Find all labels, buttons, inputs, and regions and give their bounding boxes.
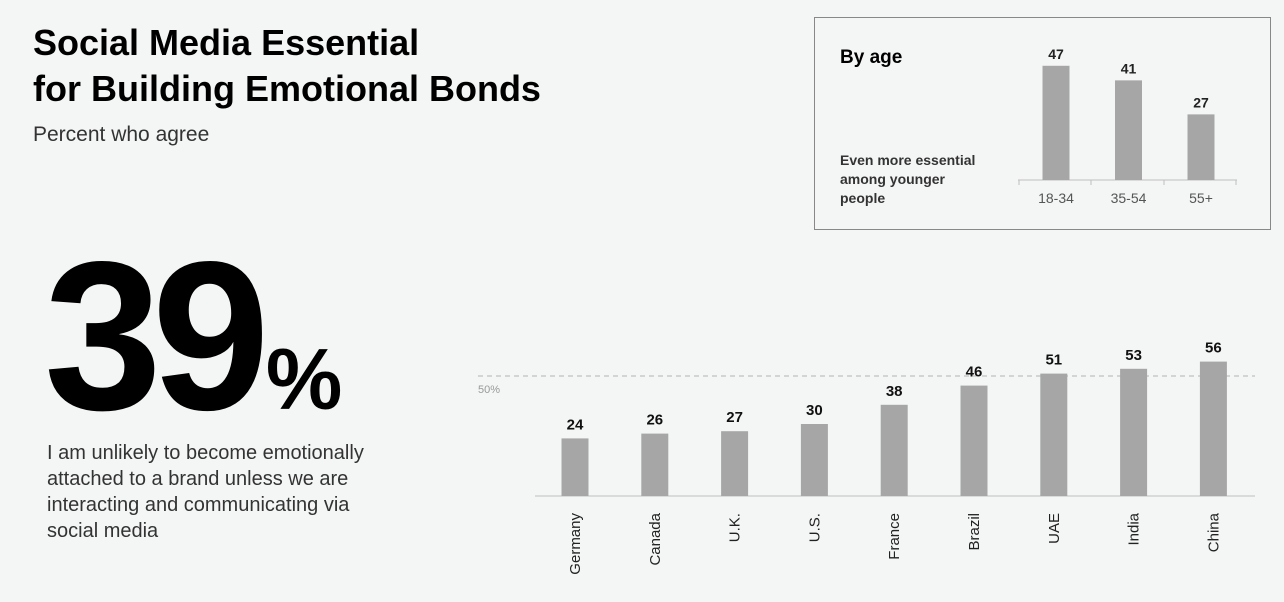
country-category-label: U.S. — [806, 513, 823, 542]
page-title: Social Media Essential for Building Emot… — [33, 20, 541, 112]
age-bar-value-label: 47 — [1048, 46, 1064, 62]
country-category-label: China — [1205, 512, 1222, 552]
country-bar-value-label: 38 — [886, 383, 903, 400]
subtitle: Percent who agree — [33, 123, 210, 146]
title-line-1: Social Media Essential — [33, 22, 420, 63]
country-bar-value-label: 51 — [1045, 352, 1062, 369]
country-bar — [1120, 368, 1148, 496]
country-bar — [721, 431, 749, 496]
age-bar-value-label: 41 — [1121, 60, 1137, 76]
country-category-label: UAE — [1046, 513, 1063, 544]
country-bar-value-label: 26 — [646, 412, 663, 429]
country-bar — [1199, 361, 1227, 496]
country-bar-value-label: 27 — [726, 409, 743, 426]
country-bar-value-label: 46 — [966, 364, 983, 381]
country-bar-value-label: 30 — [806, 402, 823, 419]
headline-percent-sign: % — [265, 332, 343, 428]
country-bar-value-label: 56 — [1205, 340, 1222, 357]
country-bar — [880, 404, 908, 496]
headline-number: 39 — [44, 217, 270, 454]
country-category-label: France — [886, 513, 903, 560]
age-bar — [1187, 114, 1215, 180]
reference-line-label: 50% — [478, 384, 500, 396]
country-category-label: Canada — [647, 512, 664, 565]
country-bar — [561, 438, 589, 496]
country-bar — [960, 385, 988, 496]
country-bar-value-label: 24 — [567, 416, 584, 433]
country-category-label: U.K. — [727, 513, 744, 542]
age-category-label: 35-54 — [1111, 190, 1147, 206]
headline-stat: 39% — [44, 230, 342, 442]
age-bar-chart: 47 18-34 41 35-54 27 55+ — [1018, 46, 1237, 206]
age-category-label: 18-34 — [1038, 190, 1074, 206]
age-panel: By age Even more essential among younger… — [814, 17, 1271, 230]
country-bar-value-label: 53 — [1125, 347, 1142, 364]
statement-text: I am unlikely to become emotionally atta… — [47, 442, 364, 542]
age-bar — [1042, 65, 1070, 180]
country-category-label: India — [1126, 512, 1143, 545]
country-bar — [800, 424, 828, 496]
age-panel-note: Even more essential among younger people — [840, 152, 976, 206]
age-panel-heading: By age — [840, 47, 903, 68]
country-bar — [1040, 373, 1068, 496]
country-bar-chart: 50% 24 Germany 26 Canada 27 U.K. 30 U.S. 38 France… — [478, 340, 1255, 575]
country-category-label: Germany — [567, 513, 584, 575]
age-bar — [1115, 80, 1142, 180]
title-line-2: for Building Emotional Bonds — [33, 68, 541, 109]
age-bar-value-label: 27 — [1193, 94, 1209, 110]
country-category-label: Brazil — [966, 513, 983, 551]
age-category-label: 55+ — [1189, 190, 1213, 206]
country-bar — [641, 433, 669, 496]
